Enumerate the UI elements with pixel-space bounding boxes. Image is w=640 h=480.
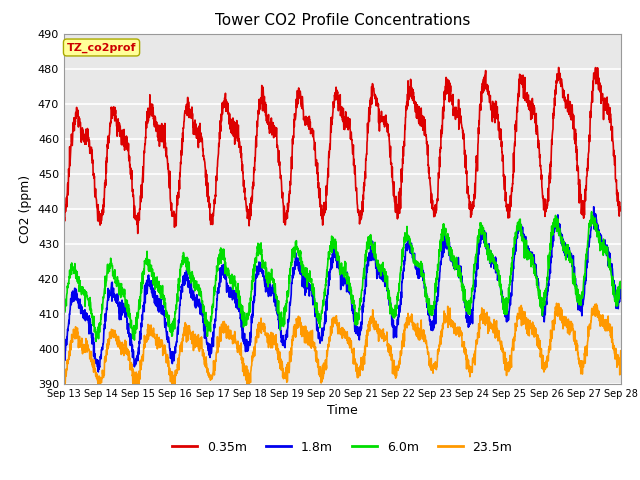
Text: TZ_co2prof: TZ_co2prof bbox=[67, 42, 136, 53]
Title: Tower CO2 Profile Concentrations: Tower CO2 Profile Concentrations bbox=[214, 13, 470, 28]
Y-axis label: CO2 (ppm): CO2 (ppm) bbox=[19, 175, 33, 243]
Legend: 0.35m, 1.8m, 6.0m, 23.5m: 0.35m, 1.8m, 6.0m, 23.5m bbox=[167, 436, 518, 459]
X-axis label: Time: Time bbox=[327, 405, 358, 418]
